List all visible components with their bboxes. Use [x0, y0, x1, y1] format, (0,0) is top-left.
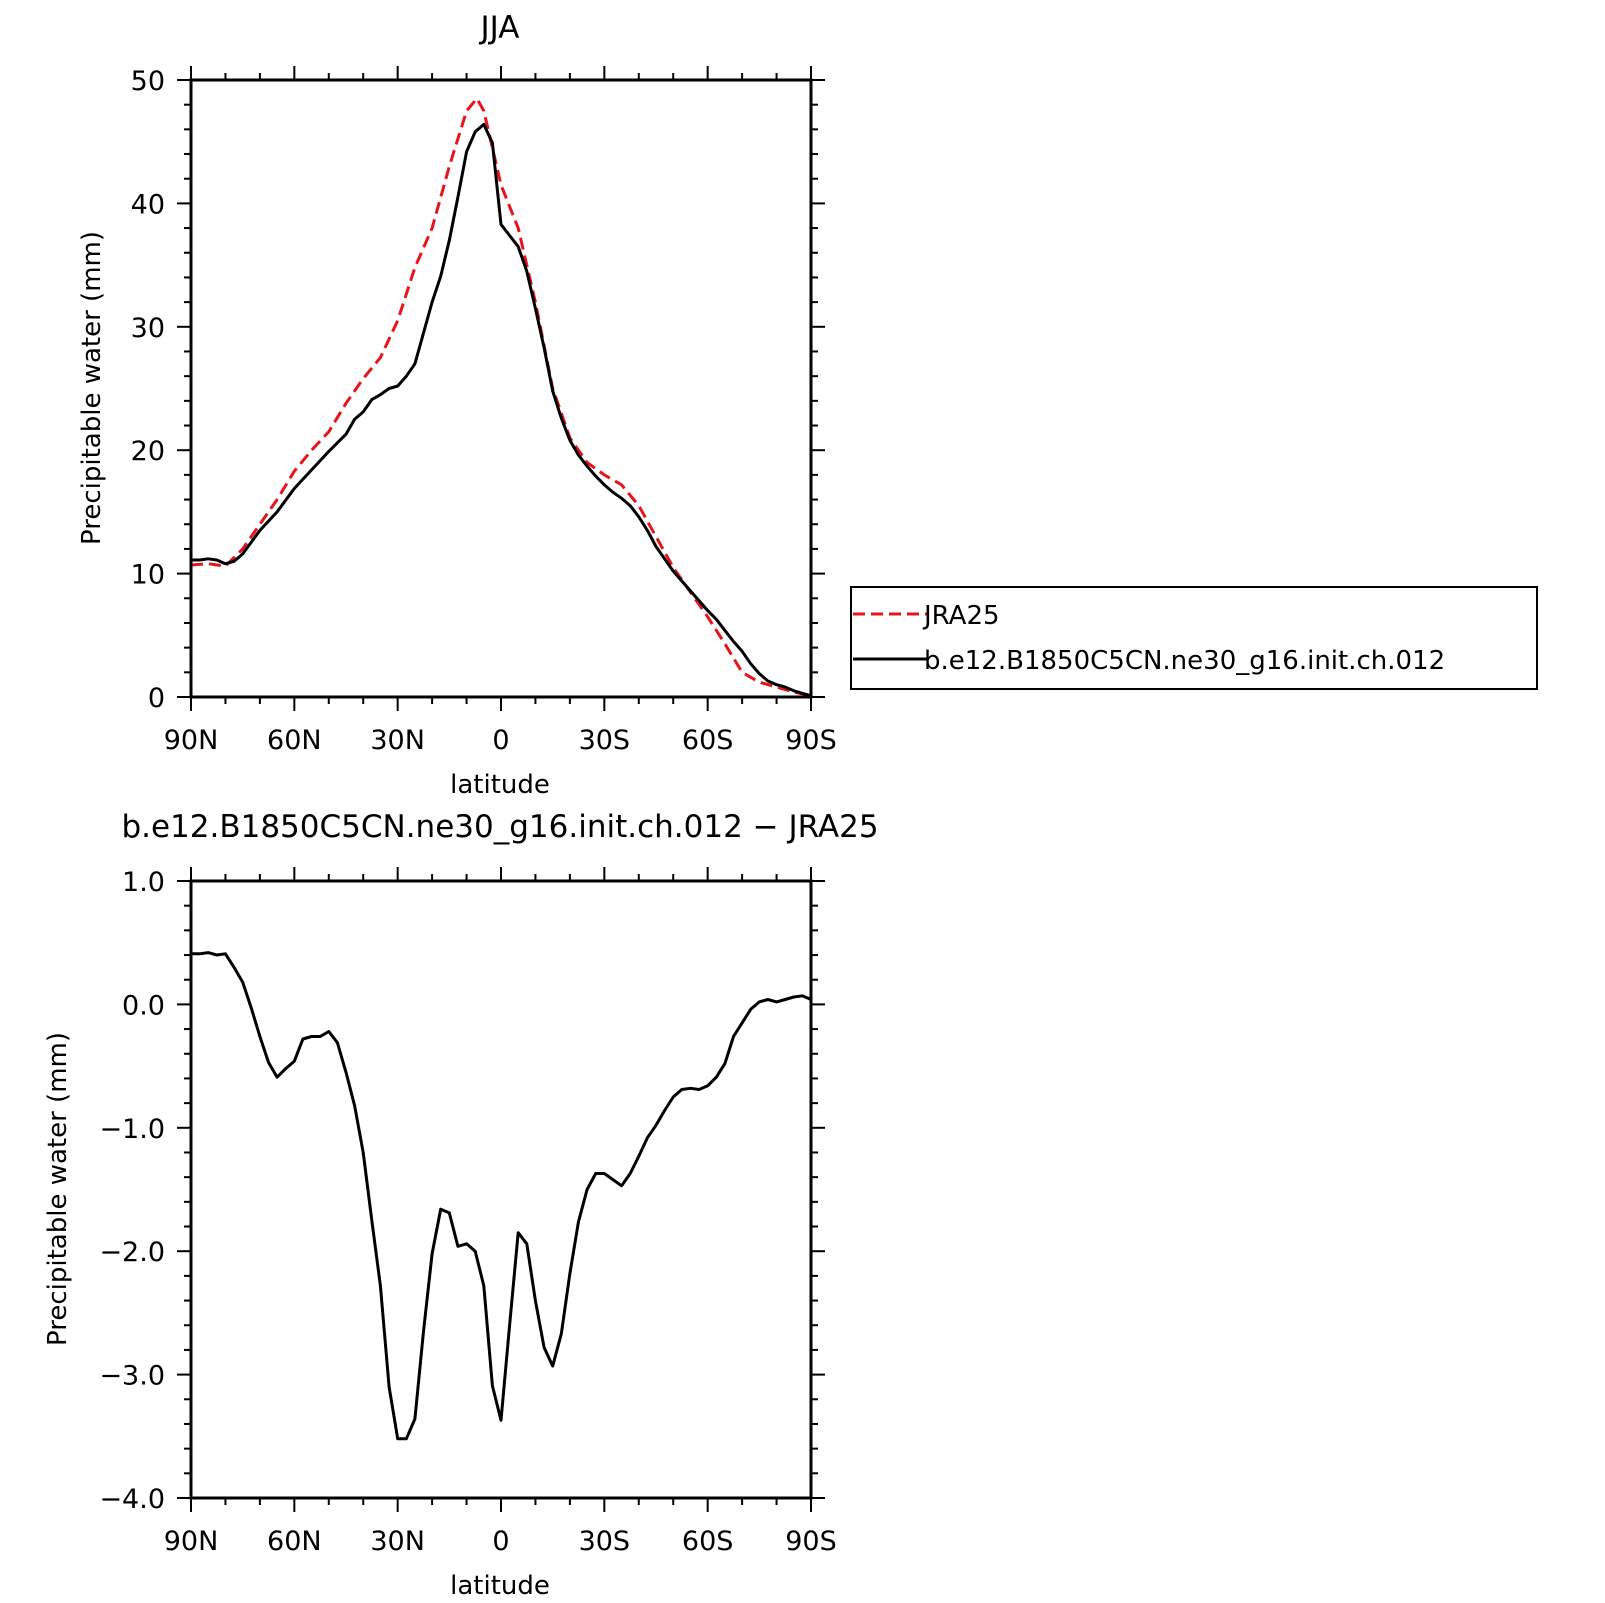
bottom-panel-title: b.e12.B1850C5CN.ne30_g16.init.ch.012 − J…	[121, 809, 878, 845]
top-series-line-1	[191, 122, 812, 698]
bottom-series-line-0	[191, 951, 812, 1441]
bottom-x-tick-label: 60N	[267, 1526, 322, 1557]
bottom-x-tick-label: 90S	[785, 1526, 837, 1557]
top-x-tick-label: 60S	[682, 725, 734, 756]
top-x-tick-label: 90N	[164, 725, 219, 756]
bottom-x-tick-label: 0	[492, 1526, 509, 1557]
top-x-tick-label: 90S	[785, 725, 837, 756]
top-plot-frame	[189, 78, 813, 699]
top-panel-ticks	[177, 66, 825, 711]
bottom-panel-tick-labels: 90N 60N 30N 0 30S 60S 90S 1.0 0.0 −1.0 −2.0 −3.0 −4.…	[99, 867, 836, 1557]
top-y-axis-title: Precipitable water (mm)	[77, 231, 107, 545]
bottom-plot-frame	[189, 879, 813, 1500]
bottom-y-axis-title: Precipitable water (mm)	[43, 1032, 73, 1346]
top-x-tick-label: 30S	[579, 725, 631, 756]
top-y-tick-label: 0	[148, 683, 165, 714]
top-y-tick-label: 50	[131, 66, 165, 97]
top-x-tick-label: 0	[492, 725, 509, 756]
legend-box	[850, 586, 1538, 690]
legend-label-jra25: JRA25	[922, 601, 1000, 631]
bottom-y-tick-label: 0.0	[122, 990, 165, 1021]
bottom-panel-series	[191, 951, 812, 1441]
bottom-x-tick-label: 30N	[370, 1526, 425, 1557]
bottom-x-tick-label: 90N	[164, 1526, 219, 1557]
top-series-line-0	[190, 97, 812, 698]
top-x-axis-title: latitude	[450, 770, 550, 800]
bottom-x-tick-label: 30S	[579, 1526, 631, 1557]
top-panel-title: JJA	[479, 10, 520, 46]
top-panel-tick-labels: 90N 60N 30N 0 30S 60S 90S 0 10 20 30 40 50	[131, 66, 837, 756]
top-x-tick-label: 60N	[267, 725, 322, 756]
bottom-x-tick-label: 60S	[682, 1526, 734, 1557]
bottom-y-tick-label: −1.0	[99, 1114, 165, 1145]
bottom-panel: b.e12.B1850C5CN.ne30_g16.init.ch.012 − J…	[43, 809, 879, 1601]
top-y-tick-label: 10	[131, 560, 165, 591]
top-y-tick-label: 40	[131, 189, 165, 220]
bottom-y-tick-label: −2.0	[99, 1237, 165, 1268]
legend-label-model: b.e12.B1850C5CN.ne30_g16.init.ch.012	[924, 646, 1445, 676]
bottom-x-axis-title: latitude	[450, 1571, 550, 1601]
top-y-tick-label: 20	[131, 436, 165, 467]
bottom-y-tick-label: −4.0	[99, 1484, 165, 1515]
bottom-y-tick-label: 1.0	[122, 867, 165, 898]
top-panel: JJA 90N 60N 30N 0 30S 60S 90S 0 10 20 30 40 50 latit…	[77, 10, 837, 800]
legend: JRA25 b.e12.B1850C5CN.ne30_g16.init.ch.0…	[850, 586, 1538, 690]
bottom-y-tick-label: −3.0	[99, 1361, 165, 1392]
top-panel-series	[190, 97, 812, 698]
top-y-tick-label: 30	[131, 313, 165, 344]
top-x-tick-label: 30N	[370, 725, 425, 756]
